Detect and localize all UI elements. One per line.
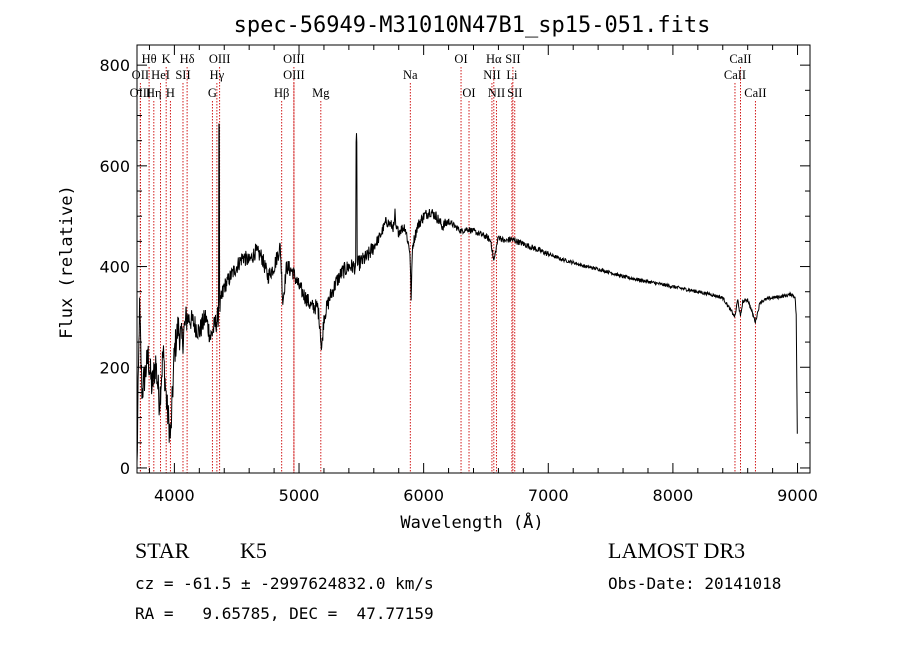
line-marker-label: OI (454, 52, 467, 66)
line-marker-label: SII (507, 86, 522, 100)
x-axis: 4000 5000 6000 7000 8000 9000 (148, 45, 818, 505)
line-marker-label: CaII (724, 68, 746, 82)
line-marker-label: Mg (312, 86, 330, 100)
line-marker-label: CaII (729, 52, 751, 66)
line-marker-label: CaII (744, 86, 766, 100)
chart-title: spec-56949-M31010N47B1_sp15-051.fits (234, 13, 711, 38)
obs-date: Obs-Date: 20141018 (608, 574, 782, 593)
line-marker-label: NII (488, 86, 505, 100)
line-marker-label: SII (505, 52, 520, 66)
line-marker-label: Hθ (142, 52, 157, 66)
line-marker-label: NII (483, 68, 500, 82)
line-marker-label: OIII (283, 52, 305, 66)
x-tick-label: 5000 (279, 486, 320, 505)
line-marker-label: Na (403, 68, 418, 82)
spectrum-line (136, 123, 798, 463)
line-marker-label: OI (462, 86, 475, 100)
survey-name: LAMOST DR3 (608, 538, 746, 563)
object-subclass: K5 (240, 538, 267, 563)
y-tick-label: 200 (99, 358, 130, 377)
line-marker-group (139, 67, 756, 473)
line-marker-label: H (166, 86, 175, 100)
x-tick-label: 6000 (403, 486, 444, 505)
x-tick-label: 4000 (154, 486, 195, 505)
line-marker-label: G (208, 86, 217, 100)
line-marker-label: Li (506, 68, 518, 82)
redshift-text: cz = -61.5 ± -2997624832.0 km/s (135, 574, 434, 593)
y-tick-label: 400 (99, 258, 130, 277)
line-marker-label: OIII (130, 86, 152, 100)
line-marker-label: OII (132, 68, 149, 82)
line-marker-label: K (162, 52, 171, 66)
x-tick-label: 8000 (653, 486, 694, 505)
object-class: STAR (135, 538, 190, 563)
x-tick-label: 7000 (528, 486, 569, 505)
y-axis-label: Flux (relative) (57, 185, 77, 339)
line-marker-label: Hβ (274, 86, 289, 100)
line-marker-label: OIII (283, 68, 305, 82)
y-tick-label: 600 (99, 157, 130, 176)
y-tick-label: 800 (99, 56, 130, 75)
x-axis-label: Wavelength (Å) (400, 511, 543, 533)
line-marker-label: Hδ (180, 52, 195, 66)
coordinates-text: RA = 9.65785, DEC = 47.77159 (135, 604, 434, 623)
y-axis: 0 200 400 600 800 (99, 56, 810, 478)
line-marker-label: HeI (151, 68, 170, 82)
line-marker-label: Hη (146, 86, 162, 100)
y-tick-label: 0 (120, 459, 130, 478)
line-marker-label: SII (175, 68, 190, 82)
line-marker-label: Hα (486, 52, 502, 66)
line-marker-label: Hγ (210, 68, 225, 82)
x-tick-label: 9000 (777, 486, 818, 505)
line-marker-label: OIII (209, 52, 231, 66)
